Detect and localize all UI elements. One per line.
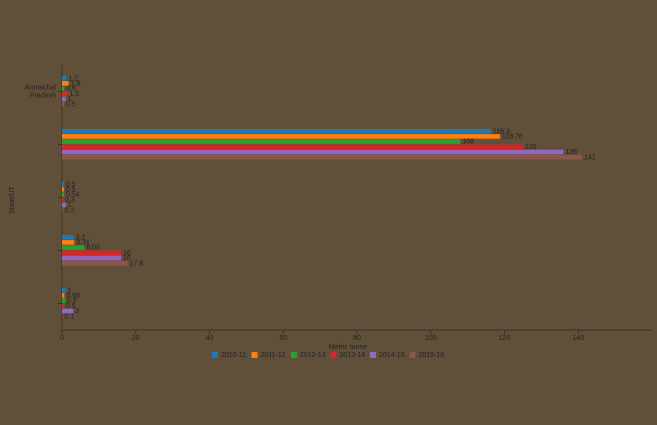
bar	[62, 308, 74, 314]
bar	[62, 250, 121, 256]
value-label: 0.5	[66, 181, 76, 188]
bar	[62, 207, 63, 213]
value-label: 3	[75, 308, 79, 315]
value-label: 0.2	[65, 207, 75, 214]
y-axis-title: State/UT	[9, 185, 16, 213]
y-tick-label: Arunachal Pradesh	[24, 84, 56, 99]
bar	[62, 181, 64, 187]
value-label: 16	[123, 255, 131, 262]
legend-label: 2015-16	[419, 352, 445, 359]
bar	[62, 144, 523, 150]
value-label: 1.8	[71, 81, 81, 88]
value-label: 118.76	[502, 134, 523, 141]
bar	[62, 81, 69, 86]
value-label: 0.1	[64, 313, 74, 320]
value-label: 3.2	[76, 234, 86, 241]
bar	[62, 139, 461, 144]
legend-label: 2012-13	[300, 352, 326, 359]
x-tick-label: 100	[425, 335, 437, 342]
value-label: 16	[123, 250, 131, 257]
x-tick-label: 80	[353, 335, 361, 342]
legend-swatch	[409, 352, 416, 358]
x-tick-label: 40	[206, 335, 214, 342]
bar	[62, 293, 65, 298]
legend-swatch	[212, 352, 218, 358]
bar	[62, 245, 85, 250]
value-label: 1.2	[68, 75, 78, 82]
bar	[62, 187, 64, 192]
value-label: 141	[584, 154, 596, 161]
legend-label: 2013-14	[340, 352, 366, 359]
x-tick-label: 140	[572, 335, 584, 342]
bar	[62, 298, 65, 303]
x-tick-label: 20	[132, 335, 140, 342]
bar	[62, 202, 66, 208]
bar	[62, 192, 64, 197]
value-label: 0.5	[66, 303, 76, 310]
value-label: 0.3	[65, 197, 75, 204]
value-label: 108	[462, 139, 474, 146]
bar	[62, 128, 491, 134]
bar	[62, 134, 500, 139]
bar	[62, 234, 74, 240]
value-label: 1	[68, 287, 72, 294]
bar	[62, 149, 564, 155]
legend-label: 2014-15	[379, 352, 405, 359]
legend-swatch	[291, 352, 297, 358]
value-label: 6.06	[86, 245, 100, 252]
value-label: 0.8	[67, 298, 77, 305]
bar	[62, 96, 66, 102]
bar	[62, 287, 66, 293]
bar	[62, 197, 64, 203]
bar	[62, 240, 75, 245]
x-tick-label: 0	[60, 335, 64, 342]
value-label: 1.5	[70, 91, 80, 98]
legend-label: 2010-11	[221, 352, 246, 359]
legend-label: 2011-12	[261, 352, 286, 359]
bar	[62, 154, 582, 160]
value-label: 0.6	[66, 86, 76, 93]
legend-swatch	[330, 352, 337, 358]
value-label: 116.3	[493, 128, 510, 135]
bar	[62, 303, 64, 309]
value-label: 0.54	[66, 192, 80, 199]
x-tick-label: 60	[279, 335, 287, 342]
legend-swatch	[370, 352, 376, 358]
bar	[62, 255, 121, 261]
bar	[62, 91, 68, 97]
bar	[62, 75, 67, 81]
x-axis-title: Metric tonne	[329, 344, 368, 351]
value-label: 0.66	[66, 293, 80, 300]
value-label: 1	[68, 96, 72, 103]
value-label: 0.5	[66, 187, 76, 194]
x-tick-label: 120	[499, 335, 511, 342]
value-label: 125	[525, 144, 537, 151]
value-label: 3.31	[76, 240, 90, 247]
bar	[62, 101, 64, 107]
bar	[62, 86, 65, 91]
value-label: 0.5	[66, 101, 76, 108]
value-label: 1	[68, 202, 72, 209]
legend-swatch	[251, 352, 258, 358]
bar	[62, 260, 128, 266]
value-label: 17.8	[130, 260, 144, 267]
value-label: 136	[566, 149, 578, 156]
